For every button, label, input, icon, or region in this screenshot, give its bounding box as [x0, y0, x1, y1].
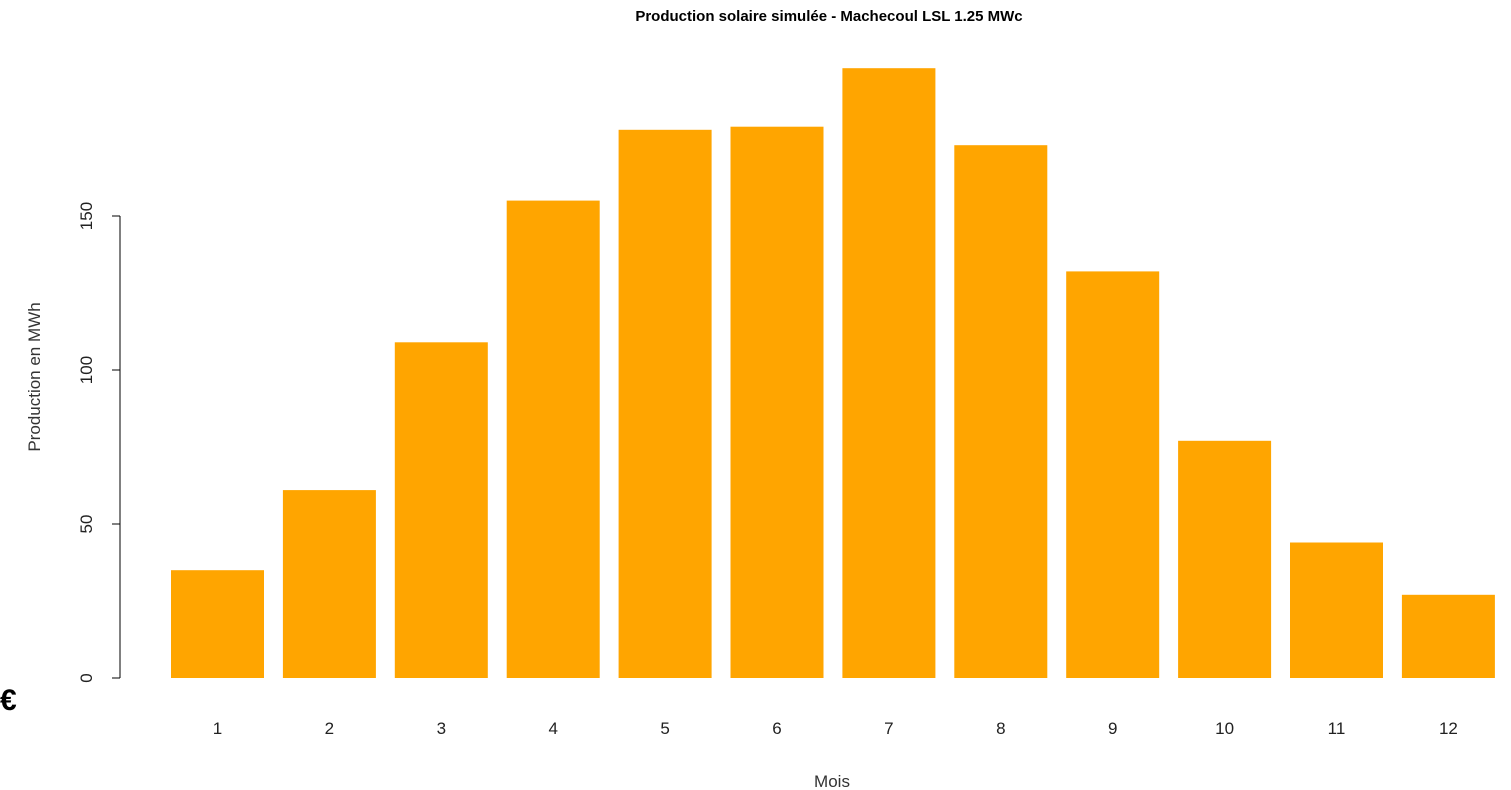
bars [171, 68, 1495, 679]
x-tick-label: 7 [884, 719, 893, 738]
x-tick-label: 8 [996, 719, 1005, 738]
bar-6 [730, 126, 824, 678]
x-tick-label: 9 [1108, 719, 1117, 738]
x-tick-label: 10 [1215, 719, 1234, 738]
x-axis-label: Mois [814, 772, 850, 790]
x-tick-label: 6 [772, 719, 781, 738]
x-tick-label: 2 [325, 719, 334, 738]
y-tick-label: 100 [77, 356, 96, 384]
x-tick-label: 5 [660, 719, 669, 738]
bar-1 [171, 570, 264, 678]
y-tick-label: 150 [77, 202, 96, 230]
chart-title: Production solaire simulée - Machecoul L… [635, 8, 1022, 25]
bar-2 [282, 490, 376, 678]
bar-5 [618, 129, 712, 679]
x-tick-label: 3 [437, 719, 446, 738]
bar-12 [1401, 594, 1495, 678]
bar-10 [1178, 440, 1272, 678]
x-tick-label: 4 [548, 719, 557, 738]
x-tick-label: 1 [213, 719, 222, 738]
bar-4 [506, 200, 600, 678]
bar-7 [842, 68, 936, 678]
x-tick-labels: 1 2 3 4 5 6 7 8 9 10 11 12 [213, 719, 1458, 738]
bar-9 [1066, 271, 1160, 678]
x-tick-label: 12 [1439, 719, 1458, 738]
x-tick-label: 11 [1328, 719, 1346, 738]
bar-11 [1290, 542, 1383, 678]
euro-symbol: € [0, 684, 17, 717]
y-tick-label: 0 [77, 673, 96, 682]
y-axis: 0 50 100 150 [77, 202, 121, 683]
bar-3 [394, 342, 488, 678]
y-tick-label: 50 [77, 515, 96, 534]
y-axis-label: Production en MWh [25, 302, 44, 451]
bar-8 [954, 145, 1048, 678]
